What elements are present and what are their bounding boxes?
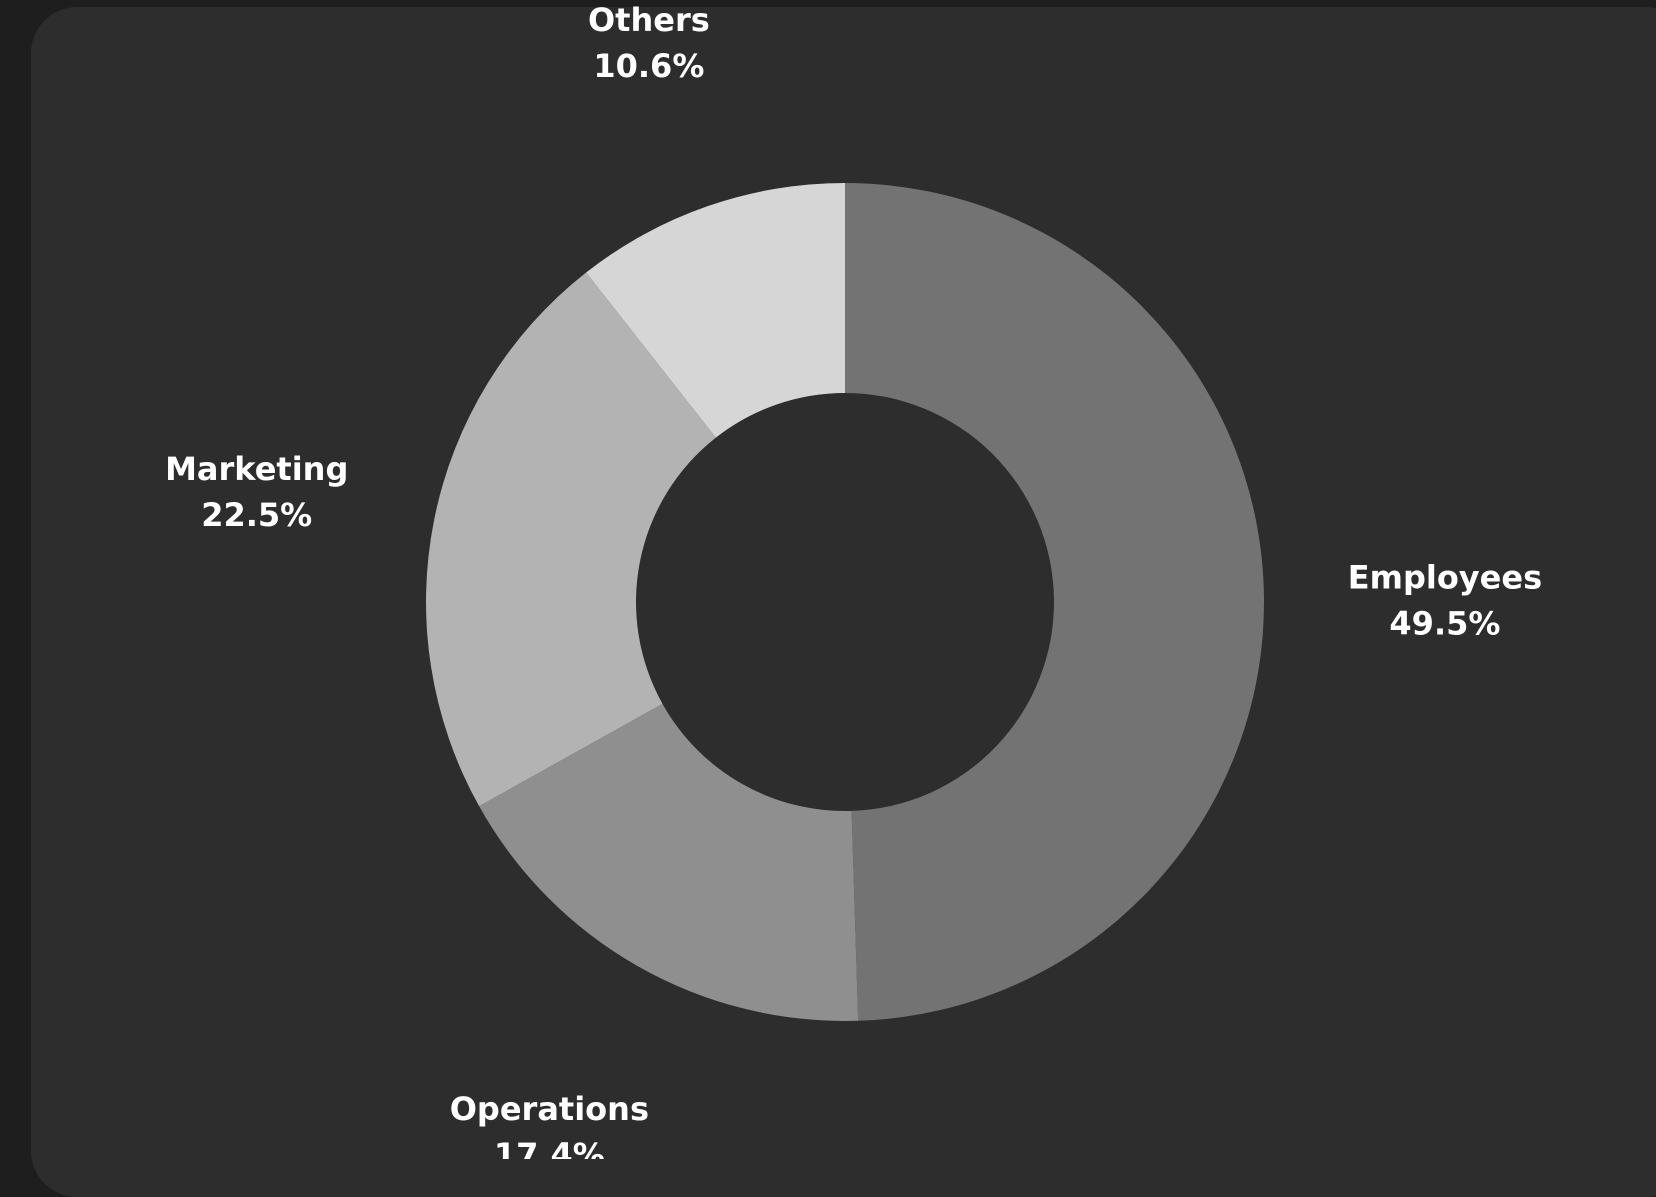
slice-employees <box>845 183 1265 1021</box>
slice-marketing <box>426 272 716 807</box>
slice-operations <box>479 703 859 1022</box>
label-value-marketing: 22.5% <box>201 496 312 534</box>
label-name-marketing: Marketing <box>165 450 348 488</box>
donut-chart: Employees 49.5% Operations 17.4% Marketing 22… <box>165 1 1542 1159</box>
label-marketing: Marketing 22.5% <box>165 450 348 534</box>
label-value-operations: 17.4% <box>494 1136 605 1159</box>
label-name-operations: Operations <box>450 1090 649 1128</box>
donut-slices <box>426 183 1265 1022</box>
slice-labels: Employees 49.5% Operations 17.4% Marketing 22… <box>165 1 1542 1159</box>
label-value-others: 10.6% <box>593 47 704 85</box>
label-name-others: Others <box>588 1 710 39</box>
label-operations: Operations 17.4% <box>450 1090 649 1159</box>
label-value-employees: 49.5% <box>1389 605 1500 643</box>
slice-others <box>586 183 845 438</box>
label-name-employees: Employees <box>1348 559 1542 597</box>
label-others: Others 10.6% <box>588 1 710 85</box>
label-employees: Employees 49.5% <box>1348 559 1542 643</box>
